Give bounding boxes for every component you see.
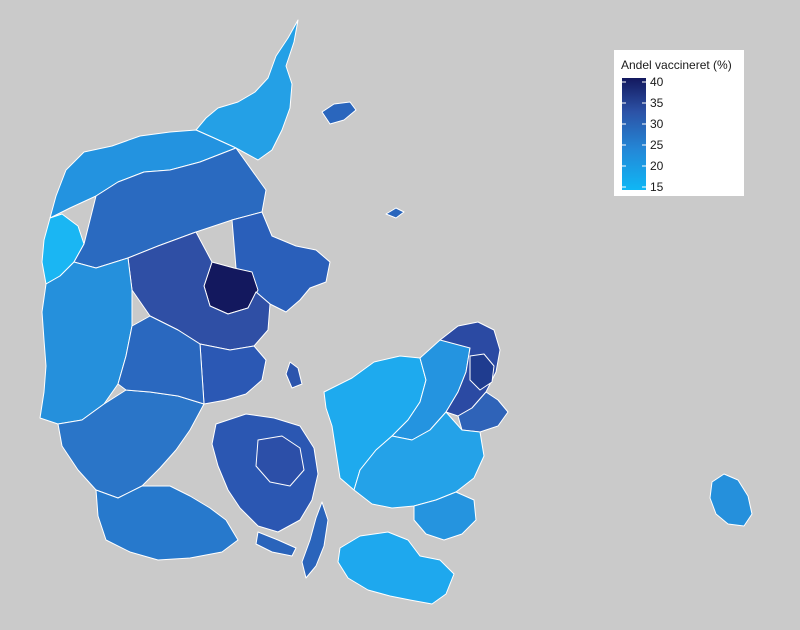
municipality-region bbox=[255, 435, 305, 487]
map-legend: Andel vaccineret (%) 40 35 30 25 20 15 bbox=[614, 50, 744, 196]
legend-tick-label: 40 bbox=[650, 75, 664, 89]
municipality-region bbox=[469, 353, 495, 391]
legend-tick-label: 30 bbox=[650, 117, 664, 131]
legend-title: Andel vaccineret (%) bbox=[621, 58, 732, 72]
legend-tick-label: 15 bbox=[650, 180, 664, 194]
municipality-region bbox=[199, 343, 267, 405]
legend-tick-label: 25 bbox=[650, 138, 664, 152]
municipality-region bbox=[301, 501, 329, 579]
legend-tick-label: 20 bbox=[650, 159, 664, 173]
municipality-region bbox=[709, 473, 753, 527]
municipality-region bbox=[39, 257, 133, 425]
municipality-region bbox=[117, 315, 205, 405]
municipality-region bbox=[413, 491, 477, 541]
municipality-region bbox=[353, 411, 485, 509]
municipality-region bbox=[285, 361, 303, 389]
legend-tick-label: 35 bbox=[650, 96, 664, 110]
municipality-region bbox=[95, 485, 239, 561]
municipality-region bbox=[321, 101, 357, 125]
legend-color-bar bbox=[622, 78, 646, 190]
municipality-region bbox=[337, 531, 455, 605]
municipality-region bbox=[255, 531, 297, 557]
municipality-region bbox=[385, 207, 405, 219]
